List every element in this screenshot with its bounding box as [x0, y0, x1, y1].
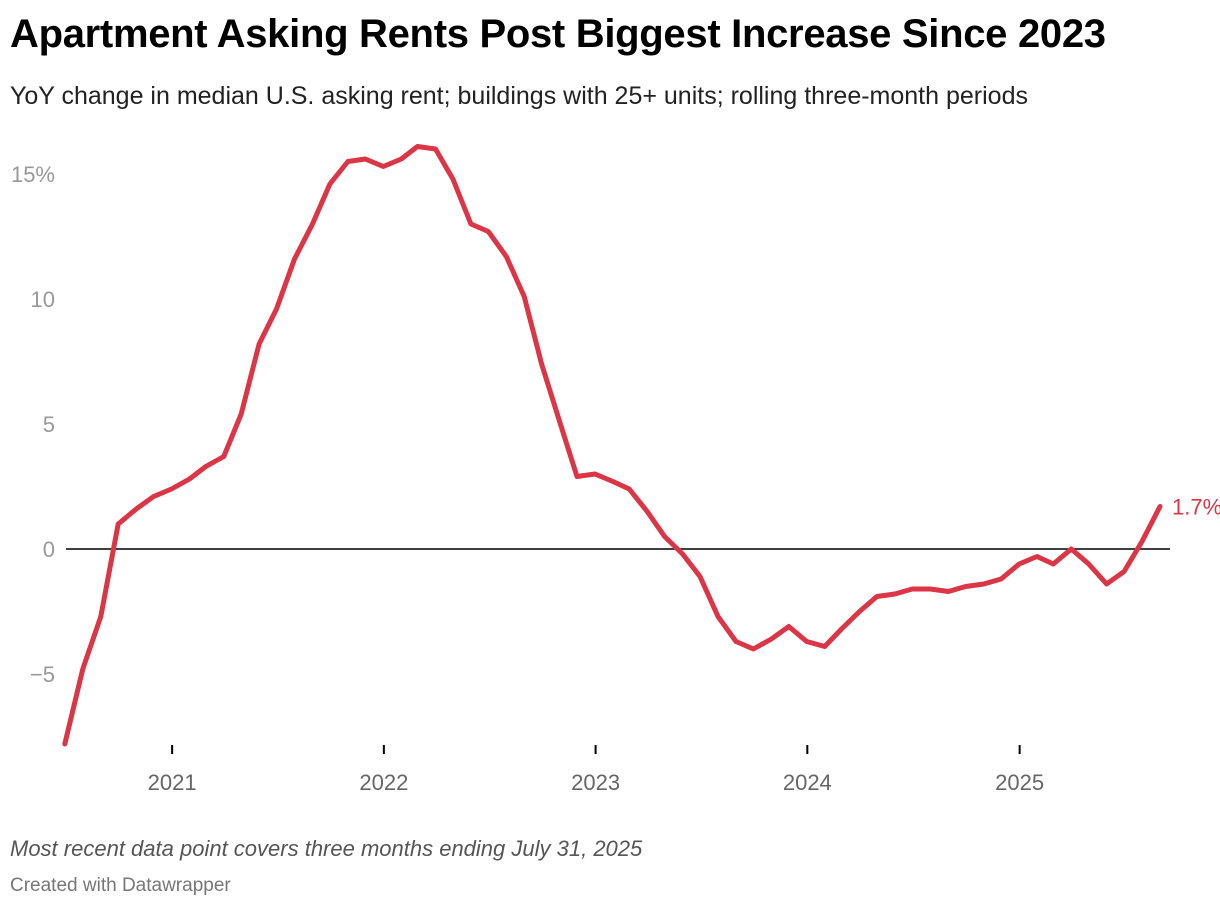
data-point	[504, 254, 509, 259]
chart-title: Apartment Asking Rents Post Biggest Incr…	[10, 12, 1106, 56]
data-point	[187, 477, 192, 482]
data-point	[363, 157, 368, 162]
data-point	[1017, 562, 1022, 567]
data-point	[999, 577, 1004, 582]
data-point	[1035, 554, 1040, 559]
data-point	[627, 487, 632, 492]
data-point	[557, 419, 562, 424]
data-point	[1158, 504, 1163, 509]
data-point	[274, 307, 279, 312]
data-point	[345, 159, 350, 164]
data-point	[1069, 547, 1074, 552]
data-point	[857, 609, 862, 614]
data-point	[239, 412, 244, 417]
data-point	[257, 342, 262, 347]
chart-credit: Created with Datawrapper	[10, 875, 231, 896]
data-point	[486, 229, 491, 234]
data-point	[593, 472, 598, 477]
data-point	[327, 182, 332, 187]
data-point	[680, 552, 685, 557]
data-point	[786, 624, 791, 629]
data-point	[203, 464, 208, 469]
x-tick-label: 2021	[148, 770, 197, 795]
data-point	[892, 592, 897, 597]
x-tick-label: 2023	[571, 770, 620, 795]
series-line	[62, 144, 1163, 747]
data-point	[751, 647, 756, 652]
x-tick-label: 2024	[783, 770, 832, 795]
data-point	[645, 509, 650, 514]
data-point	[1122, 569, 1127, 574]
data-point	[221, 454, 226, 459]
data-point	[468, 222, 473, 227]
data-point	[1140, 539, 1145, 544]
data-point	[734, 639, 739, 644]
data-point	[433, 147, 438, 152]
data-point	[981, 582, 986, 587]
data-point	[611, 479, 616, 484]
y-axis: 15% 10 5 0 −5	[11, 162, 55, 687]
data-point	[662, 534, 667, 539]
data-point	[134, 507, 139, 512]
data-point	[450, 177, 455, 182]
data-point	[151, 494, 156, 499]
data-point	[1051, 562, 1056, 567]
data-point	[804, 639, 809, 644]
data-point	[963, 584, 968, 589]
y-tick-label: 0	[43, 537, 55, 562]
data-point	[946, 589, 951, 594]
data-point	[381, 164, 386, 169]
data-point	[1086, 562, 1091, 567]
data-point	[575, 474, 580, 479]
y-tick-label: 10	[31, 287, 55, 312]
data-point	[874, 594, 879, 599]
data-point	[822, 644, 827, 649]
data-point	[310, 222, 315, 227]
data-point	[292, 257, 297, 262]
data-point	[910, 587, 915, 592]
chart-note: Most recent data point covers three mont…	[10, 836, 643, 861]
data-point	[80, 667, 85, 672]
data-point	[716, 614, 721, 619]
data-point	[839, 627, 844, 632]
data-point	[169, 487, 174, 492]
data-point	[399, 157, 404, 162]
data-point	[928, 587, 933, 592]
series-group: 1.7%	[62, 144, 1220, 747]
y-tick-label: −5	[30, 662, 55, 687]
data-point	[539, 362, 544, 367]
data-point	[698, 574, 703, 579]
data-point	[1104, 582, 1109, 587]
data-point	[116, 522, 121, 527]
x-axis: 2021 2022 2023 2024 2025	[148, 745, 1044, 795]
x-tick-label: 2022	[359, 770, 408, 795]
data-point	[769, 637, 774, 642]
y-tick-label: 15%	[11, 162, 55, 187]
chart-subtitle: YoY change in median U.S. asking rent; b…	[10, 82, 1028, 110]
data-point	[415, 144, 420, 149]
x-tick-label: 2025	[995, 770, 1044, 795]
data-point	[98, 614, 103, 619]
data-point	[522, 294, 527, 299]
y-tick-label: 5	[43, 412, 55, 437]
end-value-label: 1.7%	[1172, 495, 1220, 520]
data-point	[62, 742, 67, 747]
